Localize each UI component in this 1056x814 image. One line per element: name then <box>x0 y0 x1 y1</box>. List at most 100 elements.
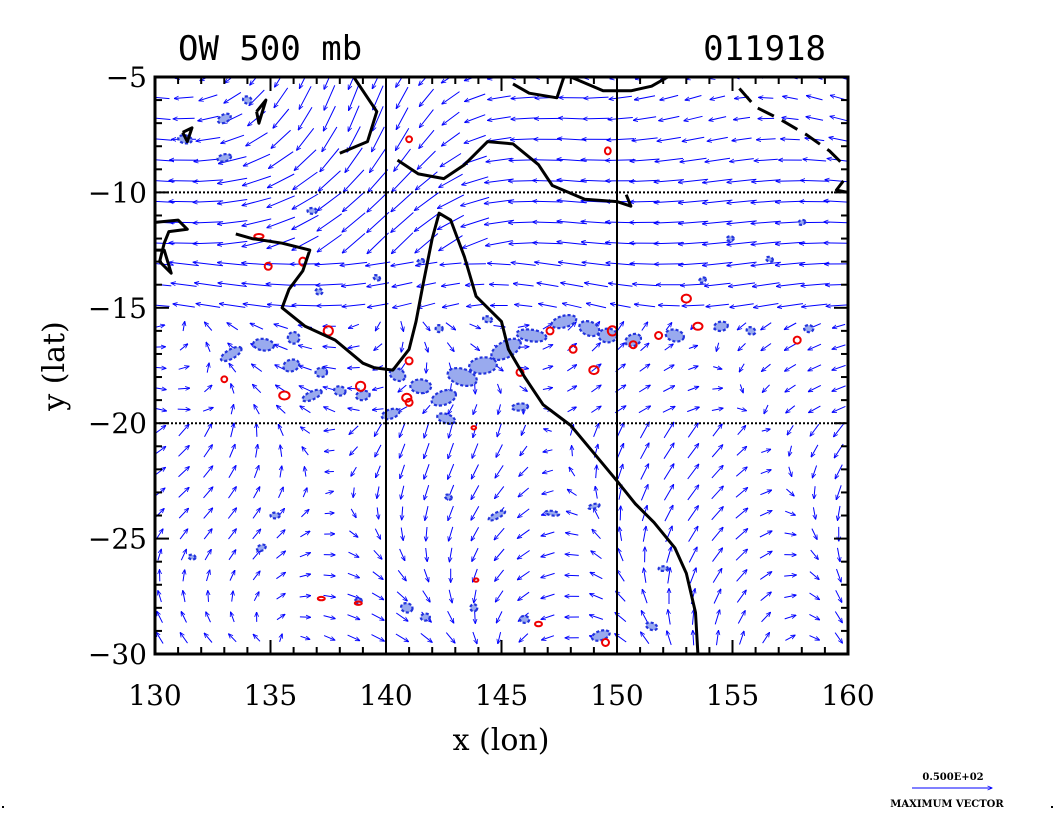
wind-vector <box>445 322 456 330</box>
wind-vector <box>784 615 796 620</box>
wind-vector <box>590 594 603 600</box>
wind-vector <box>424 464 430 479</box>
wind-vector <box>760 592 772 601</box>
wind-vector <box>680 157 707 162</box>
wind-vector <box>252 550 261 560</box>
wind-vector <box>533 243 563 244</box>
x-tick-label: 130 <box>128 679 181 712</box>
wind-vector <box>449 547 452 562</box>
wind-vector <box>832 344 846 349</box>
wind-vector <box>340 261 368 265</box>
wind-vector <box>517 570 530 579</box>
wind-vector <box>183 322 185 332</box>
wind-vector <box>497 423 502 437</box>
wind-vector <box>764 404 769 414</box>
wind-vector <box>519 633 529 643</box>
negative-vorticity-contour <box>187 553 197 561</box>
wind-vector <box>663 365 674 372</box>
wind-vector <box>442 91 460 104</box>
wind-vector <box>204 424 212 437</box>
wind-vector <box>752 180 781 182</box>
wind-vector <box>809 613 819 619</box>
wind-vector <box>268 173 295 188</box>
wind-vector <box>777 282 805 286</box>
positive-vorticity-contour <box>404 356 414 366</box>
wind-vector <box>415 233 439 253</box>
wind-vector <box>318 170 341 191</box>
wind-vector <box>230 423 234 438</box>
wind-vector <box>465 93 486 102</box>
wind-vector <box>253 592 259 602</box>
wind-vector <box>590 615 604 620</box>
wind-vector <box>391 232 414 254</box>
wind-vector <box>348 323 360 328</box>
wind-vector <box>193 222 224 223</box>
wind-vector <box>323 347 336 348</box>
wind-vector <box>486 240 513 246</box>
wind-vector <box>663 443 674 459</box>
wind-vector <box>269 151 294 169</box>
wind-vector <box>511 118 537 119</box>
wind-vector <box>511 97 536 99</box>
wind-vector <box>838 547 841 562</box>
wind-vector <box>425 505 429 520</box>
wind-vector <box>498 404 501 414</box>
wind-vector <box>711 465 723 479</box>
negative-vorticity-contour <box>765 255 774 263</box>
wind-vector <box>729 282 756 287</box>
wind-vector <box>325 491 333 493</box>
wind-vector <box>808 364 822 371</box>
negative-vorticity-contour <box>443 493 453 501</box>
wind-vector <box>730 158 754 162</box>
positive-vorticity-contour <box>404 397 414 407</box>
wind-vector <box>834 632 842 644</box>
wind-vector <box>267 195 295 208</box>
wind-vector <box>372 126 385 152</box>
wind-vector <box>276 572 285 580</box>
corner-mark-right <box>1051 806 1053 808</box>
wind-vector <box>810 549 819 559</box>
wind-vector <box>299 386 312 392</box>
wind-vector <box>533 222 563 223</box>
negative-vorticity-contour <box>399 602 414 614</box>
wind-vector <box>737 322 747 330</box>
wind-vector <box>515 305 533 307</box>
wind-vector <box>830 116 848 122</box>
wind-vector <box>717 631 719 646</box>
wind-vector <box>732 137 752 141</box>
wind-vector <box>350 508 356 518</box>
negative-vorticity-contour <box>544 509 561 517</box>
wind-vector <box>315 263 345 265</box>
wind-vector <box>416 171 438 190</box>
wind-vector <box>256 423 257 437</box>
wind-vector <box>759 531 772 538</box>
wind-vector <box>488 263 511 265</box>
wind-vector <box>193 243 224 244</box>
negative-vorticity-contour <box>578 320 601 338</box>
wind-vector <box>300 636 310 639</box>
negative-vorticity-contour <box>216 152 233 163</box>
wind-vector <box>253 634 261 642</box>
wind-vector <box>834 611 842 623</box>
wind-vector <box>734 117 751 119</box>
wind-vector <box>229 634 237 643</box>
wind-vector <box>786 405 796 413</box>
wind-vector <box>178 388 190 389</box>
wind-vector <box>713 367 722 370</box>
wind-vector <box>762 633 770 644</box>
wind-vector <box>640 485 648 501</box>
wind-vector <box>642 589 648 604</box>
wind-vector <box>391 191 414 212</box>
wind-vector <box>591 343 600 352</box>
legend-value: 0.500E+02 <box>922 772 983 783</box>
wind-vector <box>663 422 674 439</box>
wind-vector <box>678 178 709 182</box>
wind-vector <box>464 134 486 143</box>
wind-vector <box>462 176 489 185</box>
wind-vector <box>786 488 794 496</box>
wind-vector <box>293 171 318 190</box>
wind-vector <box>231 384 235 394</box>
wind-vector <box>835 590 842 602</box>
wind-vector <box>342 212 366 232</box>
wind-vector <box>682 305 705 306</box>
